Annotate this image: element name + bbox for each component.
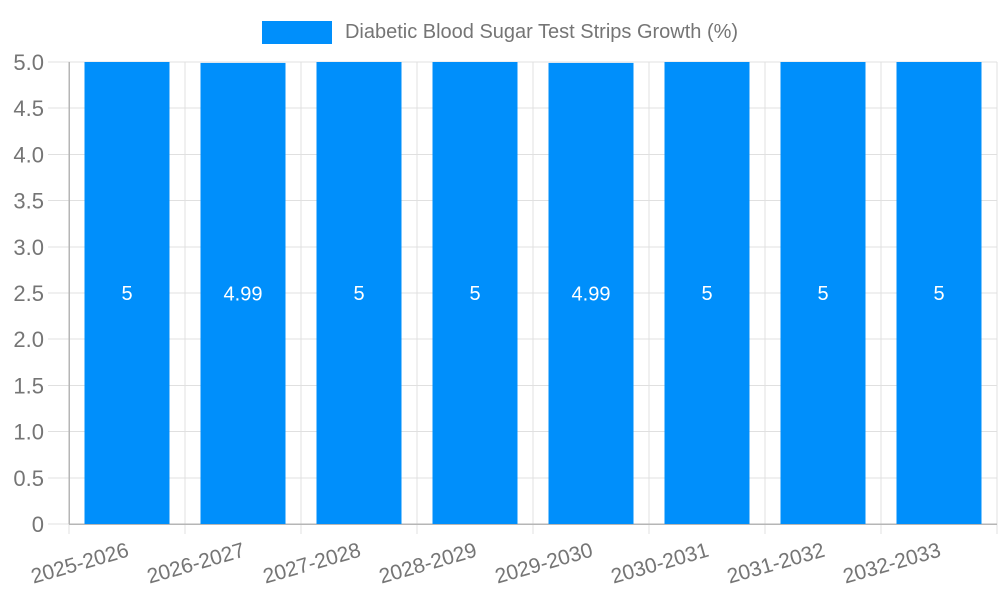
bar-value-label: 5 — [121, 283, 132, 305]
y-axis-tick-label: 4.0 — [13, 142, 44, 167]
bar-value-label: 5 — [469, 283, 480, 305]
y-axis-tick-label: 4.5 — [13, 96, 44, 121]
bar[interactable] — [316, 62, 402, 524]
x-axis-tick-label: 2028-2029 — [376, 539, 479, 589]
bar-value-label: 4.99 — [572, 283, 611, 305]
y-axis-tick-label: 0.5 — [13, 466, 44, 491]
x-axis-tick-label: 2027-2028 — [260, 539, 363, 589]
bar[interactable] — [780, 62, 866, 524]
x-axis-tick-label: 2032-2033 — [840, 539, 943, 589]
bar[interactable] — [896, 62, 982, 524]
y-axis-tick-label: 3.5 — [13, 189, 44, 214]
legend-item[interactable]: Diabetic Blood Sugar Test Strips Growth … — [0, 21, 1000, 44]
y-axis-tick-label: 2.5 — [13, 281, 44, 306]
bar-value-label: 4.99 — [224, 283, 263, 305]
x-axis-tick-label: 2031-2032 — [724, 539, 827, 589]
bar[interactable] — [432, 62, 518, 524]
bar[interactable] — [548, 62, 634, 524]
x-axis-tick-label: 2030-2031 — [608, 539, 711, 589]
y-axis-tick-label: 3.0 — [13, 235, 44, 260]
x-axis-tick-label: 2026-2027 — [144, 539, 247, 589]
bar-value-label: 5 — [817, 283, 828, 305]
y-axis-tick-label: 1.5 — [13, 373, 44, 398]
legend-label: Diabetic Blood Sugar Test Strips Growth … — [344, 21, 739, 43]
legend-marker-icon — [261, 21, 332, 44]
y-axis-tick-label: 5.0 — [13, 50, 44, 75]
y-axis-tick-label: 0 — [32, 512, 44, 537]
y-axis-tick-label: 2.0 — [13, 327, 44, 352]
y-axis-tick-label: 1.0 — [13, 420, 44, 445]
bar[interactable] — [200, 62, 286, 524]
bar[interactable] — [664, 62, 750, 524]
x-axis-tick-label: 2029-2030 — [492, 539, 595, 589]
bar-value-label: 5 — [701, 283, 712, 305]
bar-value-label: 5 — [353, 283, 364, 305]
bar-value-label: 5 — [933, 283, 944, 305]
bar[interactable] — [84, 62, 170, 524]
x-axis-tick-label: 2025-2026 — [28, 539, 131, 589]
